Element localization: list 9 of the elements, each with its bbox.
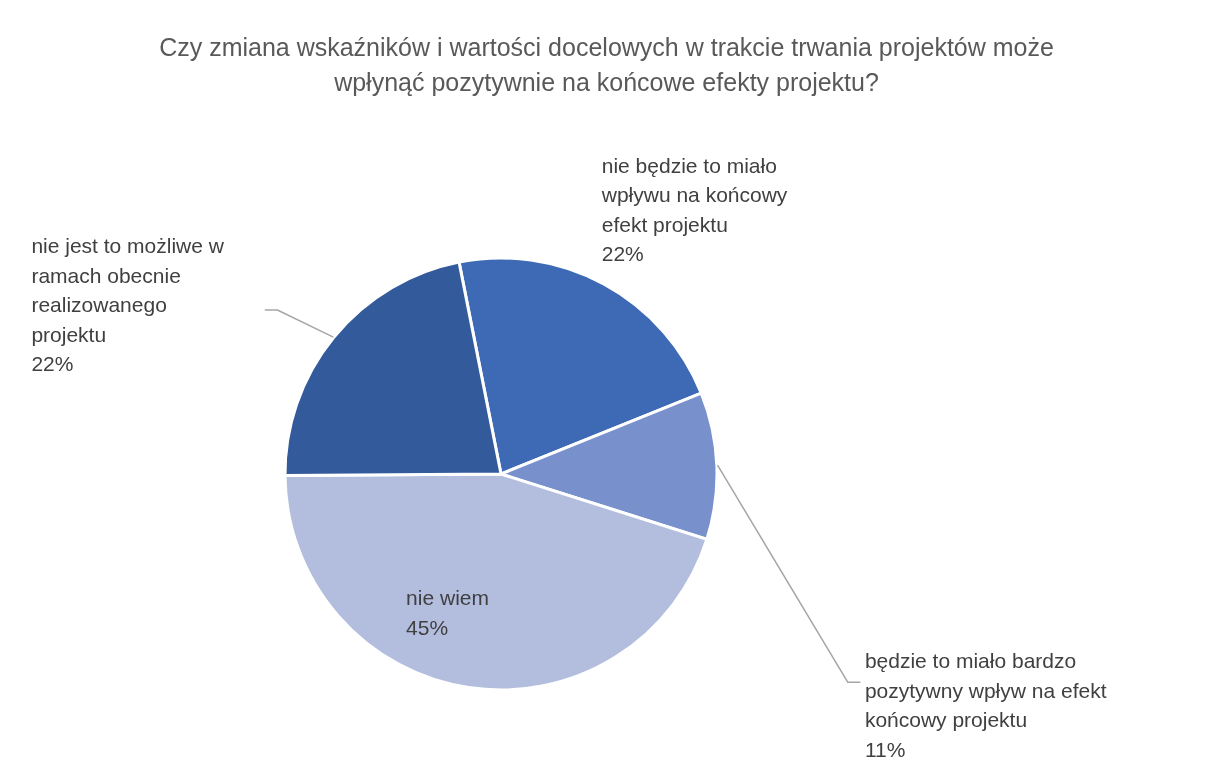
- data-label: 11%: [864, 737, 906, 761]
- slice-label: będzie to miało bardzo pozytywny wpływ na efekt końcowy projektu: [864, 649, 1107, 732]
- slice-label: nie wiem: [406, 586, 489, 610]
- data-label: 45%: [406, 615, 449, 639]
- slice-label: nie będzie to miało wpływu na końcowy efekt projektu: [600, 153, 788, 236]
- chart-title: Czy zmiana wskaźników i wartości docelowych w trakcie trwania projektów może wpłynąć pozytywnie na końcowe efekty projektu?: [159, 33, 1054, 96]
- slice-label: nie jest to możliwe w ramach obecnie realizowanego projektu: [31, 234, 225, 346]
- data-label: 22%: [31, 352, 74, 376]
- data-label: 22%: [601, 242, 644, 266]
